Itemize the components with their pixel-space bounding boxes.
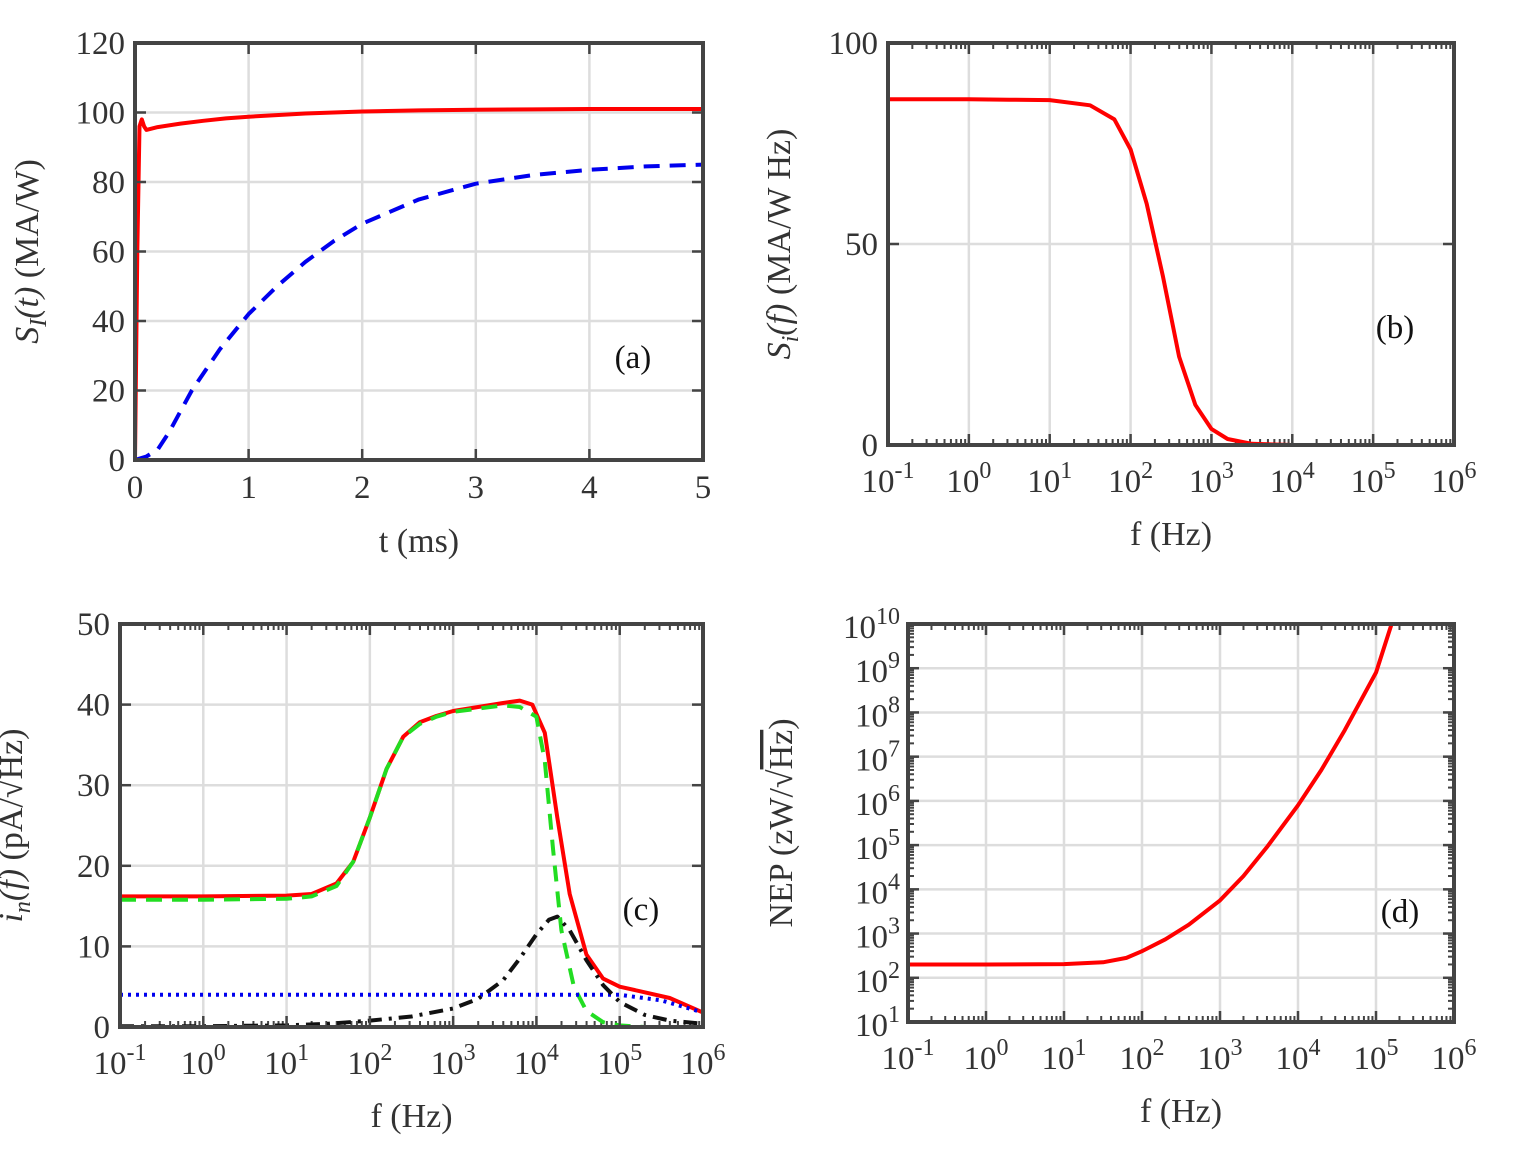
x-axis-label: f (Hz) (370, 1098, 452, 1135)
x-tick-label: 10-1 (862, 458, 915, 500)
x-tick-label: 5 (695, 470, 712, 506)
x-tick-label: 105 (1354, 1035, 1399, 1077)
y-tick-label: 120 (76, 26, 126, 62)
y-tick-label: 40 (92, 304, 125, 340)
x-tick-label: 101 (1042, 1035, 1087, 1077)
x-tick-label: 101 (1027, 458, 1072, 500)
x-tick-label: 106 (1432, 458, 1477, 500)
y-tick-label: 10 (77, 929, 110, 965)
x-tick-label: 102 (347, 1040, 392, 1082)
series-a-dashed-blue (135, 162, 703, 460)
grid-c (120, 624, 703, 1027)
series-d-solid-red (908, 624, 1394, 967)
y-tick-label: 50 (845, 227, 878, 263)
y-tick-label: 109 (855, 648, 900, 690)
x-tick-label: 106 (1432, 1035, 1477, 1077)
y-tick-label: 108 (855, 692, 900, 734)
y-tick-label: 20 (77, 849, 110, 885)
x-tick-label: 105 (1351, 458, 1396, 500)
x-tick-label: 104 (1276, 1035, 1321, 1077)
ticks-a: 0 1 2 3 4 5 0 20 40 60 80 100 120 (76, 26, 712, 506)
x-tick-label: 3 (468, 470, 485, 506)
panel-b: 10-1 100 101 102 103 104 105 106 0 50 100 f (Hz) Si(… (761, 26, 1477, 553)
grid-d (908, 624, 1454, 1022)
x-tick-label: 102 (1108, 458, 1153, 500)
x-tick-label: 100 (181, 1040, 226, 1082)
series-c-dashed-green (120, 703, 703, 1027)
y-tick-label: 100 (829, 26, 879, 62)
y-tick-label: 105 (855, 825, 900, 867)
grid-a (135, 43, 703, 460)
x-tick-label: 100 (964, 1035, 1009, 1077)
y-axis-label: SI(t) (MA/W) (9, 159, 52, 344)
series-group-b (888, 97, 1454, 445)
y-axis-label: NEP (zW/√Hz) (763, 718, 800, 927)
x-tick-label: 0 (127, 470, 144, 506)
y-tick-label: 100 (76, 96, 126, 132)
y-axis-label: in(f) (pA/√Hz) (0, 728, 36, 922)
ticks-b: 10-1 100 101 102 103 104 105 106 0 50 100 (829, 26, 1477, 500)
axes-box-d (906, 622, 1456, 1024)
x-tick-label: 103 (431, 1040, 476, 1082)
y-tick-label: 80 (92, 165, 125, 201)
panel-c: 10-1 100 101 102 103 104 105 106 0 10 20 30 40 50 f (H… (0, 607, 726, 1135)
y-tick-label: 101 (855, 1002, 900, 1044)
panel-label-d: (d) (1381, 894, 1419, 930)
minor-ticks-c (144, 624, 701, 1027)
y-tick-label: 60 (92, 235, 125, 271)
y-tick-label: 50 (77, 607, 110, 643)
y-axis-label: Si(f) (MA/W Hz) (761, 129, 804, 360)
y-tick-label: 0 (109, 443, 126, 479)
panel-label-b: (b) (1376, 310, 1414, 346)
x-tick-label: 104 (514, 1040, 559, 1082)
panel-d: 10-1 100 101 102 103 104 105 106101102103104105… (763, 604, 1477, 1130)
x-axis-label: f (Hz) (1140, 1093, 1222, 1130)
series-group-a (135, 107, 703, 460)
x-tick-label: 4 (581, 470, 598, 506)
x-tick-label: 1 (240, 470, 257, 506)
panel-label-a: (a) (615, 340, 652, 376)
x-axis-label: t (ms) (379, 523, 459, 560)
y-tick-label: 1010 (843, 604, 900, 646)
x-tick-label: 102 (1120, 1035, 1165, 1077)
x-tick-label: 103 (1198, 1035, 1243, 1077)
x-tick-label: 103 (1189, 458, 1234, 500)
y-tick-label: 20 (92, 374, 125, 410)
series-c-dotted-blue (120, 992, 703, 1015)
series-c-dash-dot-black (120, 914, 703, 1027)
y-tick-label: 0 (94, 1010, 111, 1046)
series-a-solid-red (135, 107, 703, 460)
x-tick-label: 100 (946, 458, 991, 500)
ticks-d: 10-1 100 101 102 103 104 105 106101102103104105… (843, 604, 1477, 1077)
x-tick-label: 101 (264, 1040, 309, 1082)
y-tick-label: 104 (855, 869, 900, 911)
x-tick-label: 2 (354, 470, 371, 506)
x-tick-label: 10-1 (882, 1035, 935, 1077)
y-tick-label: 40 (77, 688, 110, 724)
series-b-solid-red (888, 97, 1454, 445)
y-tick-label: 30 (77, 768, 110, 804)
series-c-solid-red (120, 698, 703, 1015)
x-tick-label: 104 (1270, 458, 1315, 500)
y-tick-label: 107 (855, 737, 900, 779)
series-group-d (908, 624, 1394, 967)
x-tick-label: 105 (597, 1040, 642, 1082)
grid-b (888, 43, 1454, 445)
ticks-c: 10-1 100 101 102 103 104 105 106 0 10 20 30 40 50 (77, 607, 726, 1082)
x-tick-label: 10-1 (94, 1040, 147, 1082)
series-group-c (120, 698, 703, 1027)
x-axis-label: f (Hz) (1130, 516, 1212, 553)
y-tick-label: 0 (862, 428, 879, 464)
y-tick-label: 102 (855, 958, 900, 1000)
y-tick-label: 103 (855, 914, 900, 956)
x-tick-label: 106 (681, 1040, 726, 1082)
y-tick-label: 106 (855, 781, 900, 823)
panel-label-c: (c) (623, 892, 660, 928)
panel-a: 0 1 2 3 4 5 0 20 40 60 80 100 120 t (ms) SI(t) (MA/W) (… (9, 26, 711, 560)
axes-box-c (118, 622, 705, 1029)
